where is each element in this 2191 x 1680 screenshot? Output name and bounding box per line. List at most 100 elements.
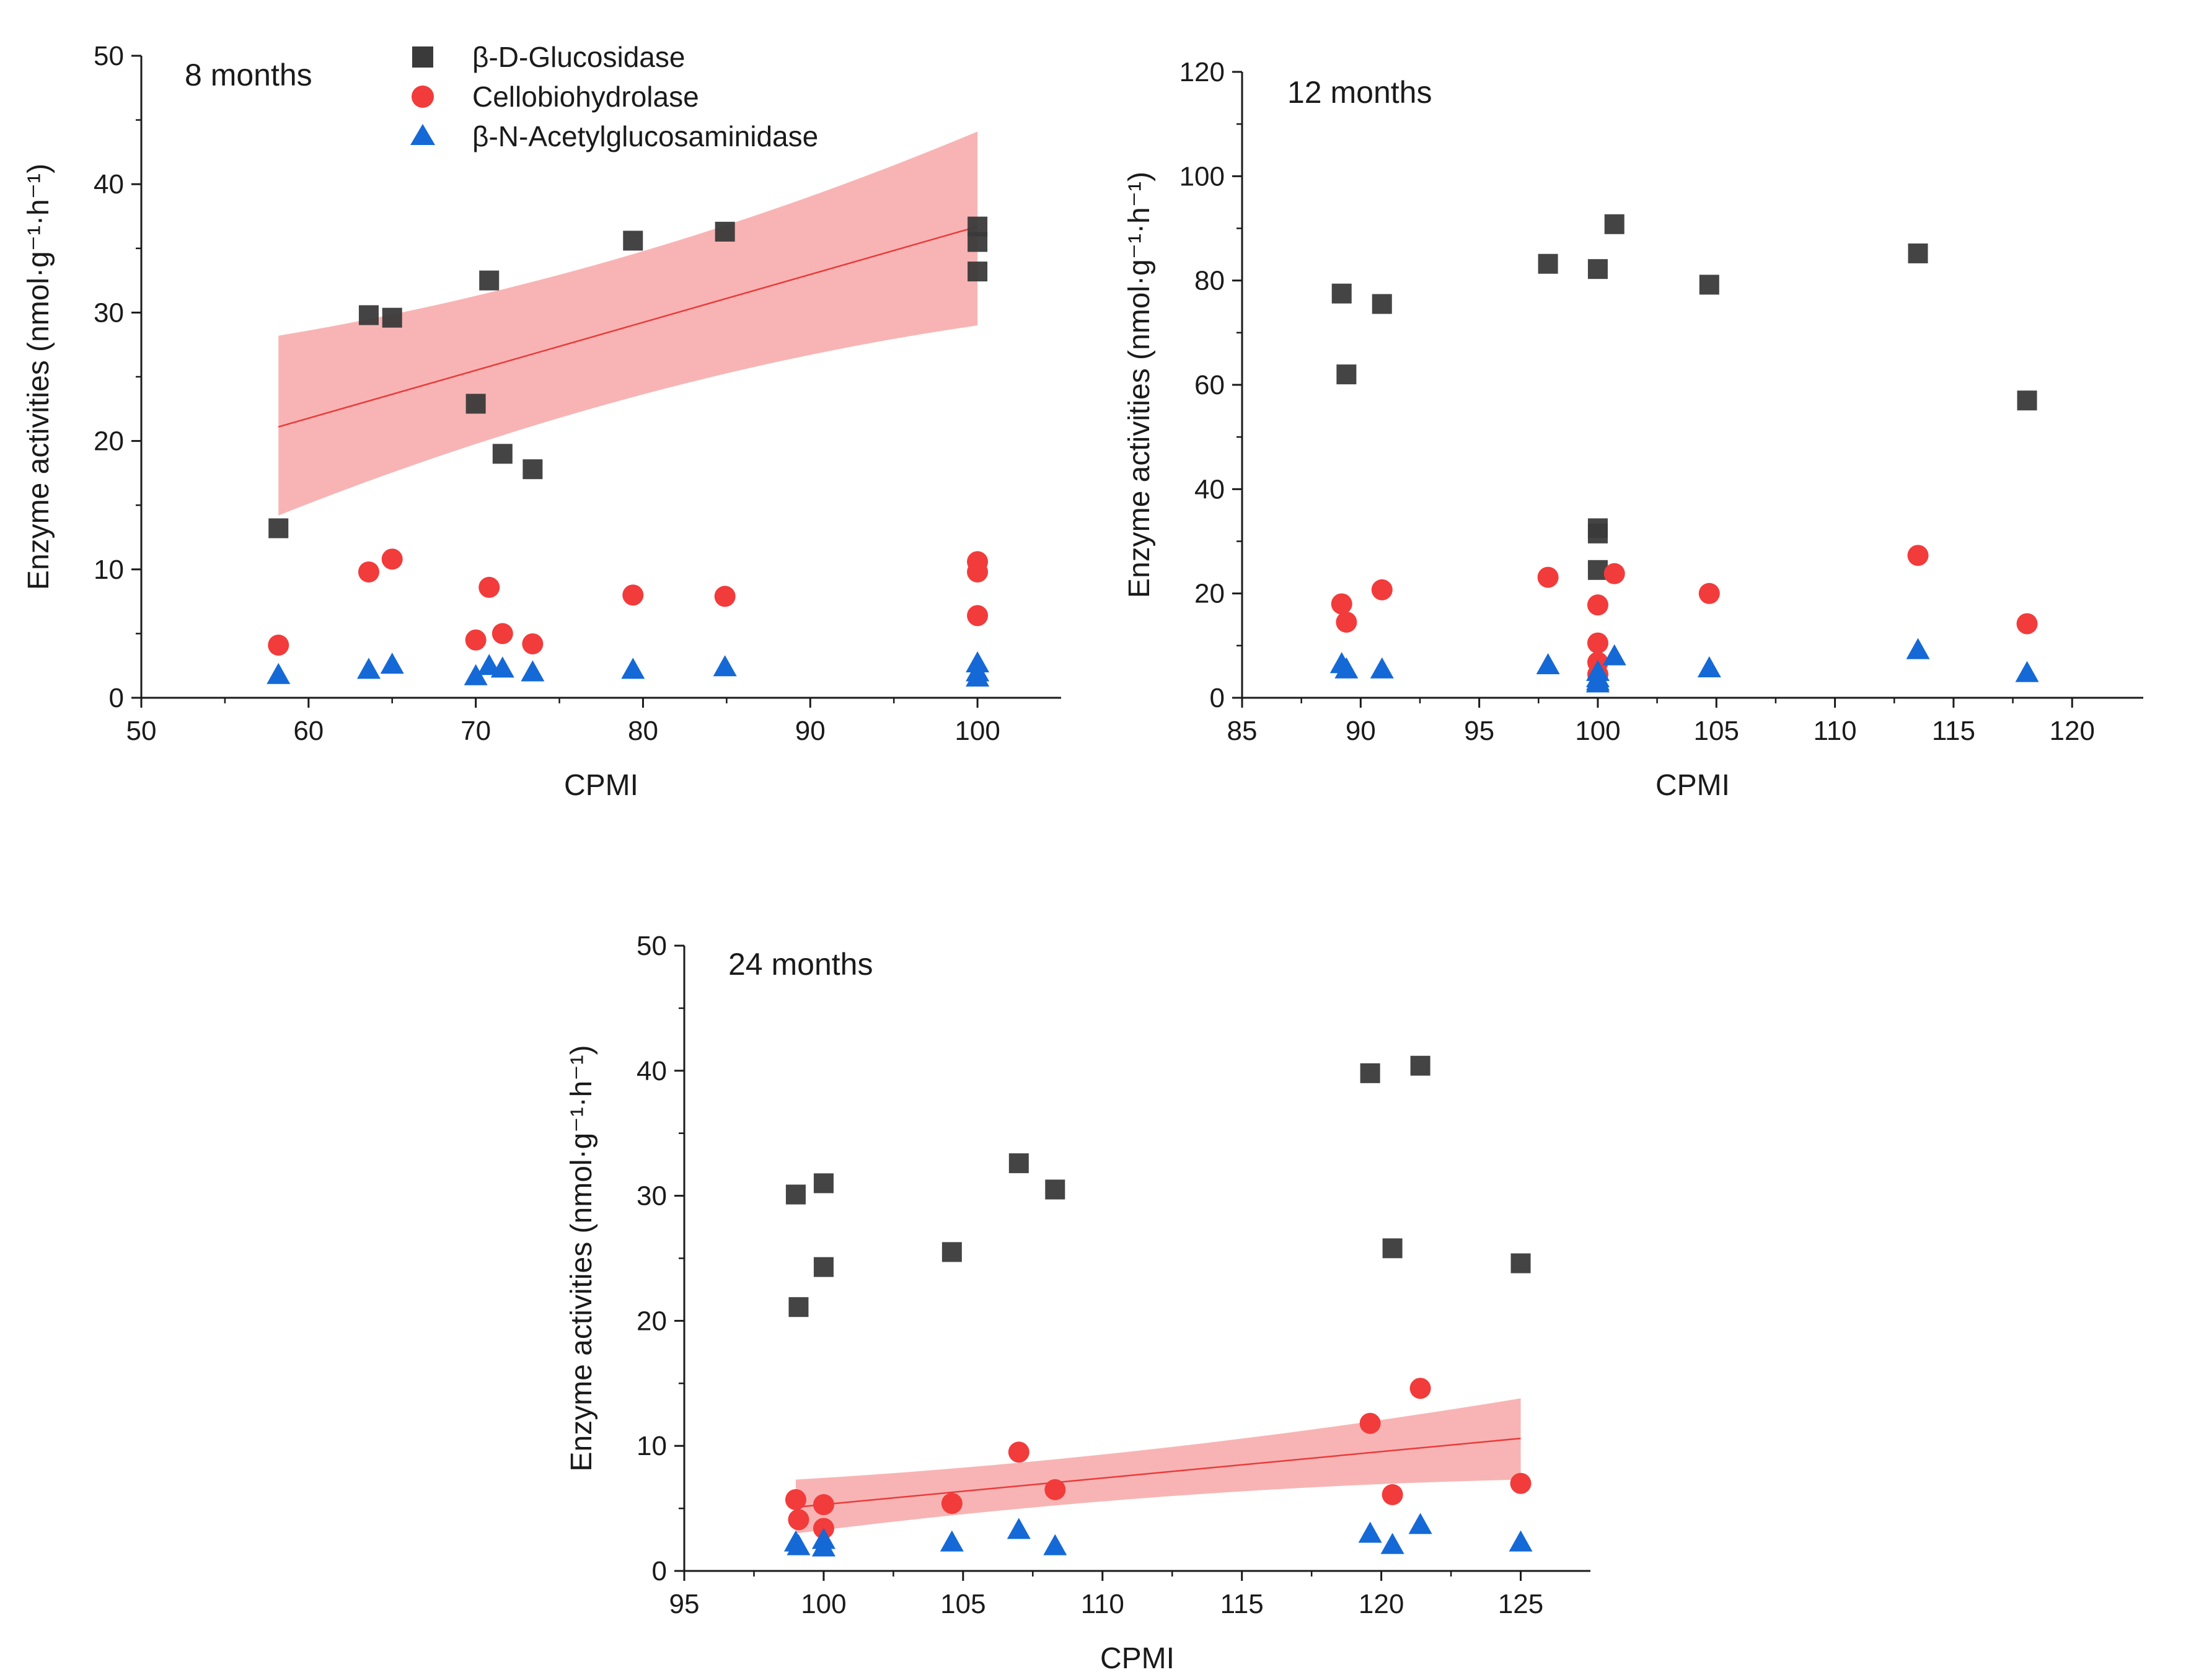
point-glucosidase (1331, 283, 1352, 304)
panel-title: 12 months (1287, 75, 1432, 110)
y-tick-label: 30 (637, 1181, 667, 1212)
point-cellobiohydrolase (1359, 1412, 1381, 1434)
x-tick-label: 115 (1932, 716, 1975, 746)
point-acetylglucosaminidase (1043, 1534, 1067, 1555)
x-tick-label: 125 (1498, 1589, 1543, 1619)
x-tick-label: 100 (1575, 716, 1620, 746)
point-acetylglucosaminidase (811, 1535, 835, 1557)
y-tick-label: 0 (109, 683, 124, 713)
point-acetylglucosaminidase (1334, 657, 1359, 679)
point-glucosidase (358, 305, 379, 325)
point-glucosidase (1382, 1238, 1403, 1259)
point-cellobiohydrolase (1537, 566, 1559, 588)
point-glucosidase (1587, 523, 1608, 543)
x-tick-label: 80 (628, 716, 658, 746)
point-cellobiohydrolase (714, 586, 736, 607)
confidence-band (278, 131, 978, 516)
point-glucosidase (1538, 253, 1558, 274)
y-tick-label: 30 (94, 297, 124, 328)
x-tick-label: 100 (954, 716, 1000, 746)
y-tick-label: 10 (637, 1431, 667, 1461)
x-tick-label: 115 (1220, 1589, 1264, 1619)
point-acetylglucosaminidase (1408, 1513, 1432, 1534)
point-cellobiohydrolase (2016, 613, 2038, 635)
x-tick-label: 70 (461, 716, 491, 746)
x-tick-label: 85 (1227, 716, 1258, 746)
point-acetylglucosaminidase (521, 660, 545, 682)
y-tick-label: 40 (94, 169, 124, 200)
point-glucosidase (382, 307, 402, 328)
regression-line (795, 1437, 1521, 1508)
x-tick-label: 50 (126, 716, 157, 746)
point-acetylglucosaminidase (966, 665, 990, 687)
point-glucosidase (1699, 275, 1719, 295)
point-acetylglucosaminidase (787, 1534, 811, 1555)
point-acetylglucosaminidase (1585, 671, 1610, 693)
point-acetylglucosaminidase (2015, 661, 2039, 682)
point-acetylglucosaminidase (713, 655, 737, 677)
point-cellobiohydrolase (1336, 611, 1357, 633)
point-cellobiohydrolase (1698, 583, 1720, 604)
x-tick-label: 105 (940, 1589, 985, 1619)
point-cellobiohydrolase (967, 561, 989, 583)
legend-label-acetylglucosaminidase: β-N-Acetylglucosaminidase (472, 120, 818, 152)
point-glucosidase (1510, 1253, 1531, 1273)
panel-12-months: 85 90 95 100 105 110 115 120 0 20 40 60 80 100 120 CPMI… (1123, 57, 2143, 802)
point-acetylglucosaminidase (1358, 1521, 1382, 1543)
legend-marker-square-icon (412, 46, 433, 68)
y-tick-label: 50 (94, 41, 124, 71)
point-glucosidase (968, 232, 988, 252)
point-glucosidase (1908, 243, 1928, 263)
y-tick-label: 20 (1194, 579, 1225, 609)
point-acetylglucosaminidase (1370, 657, 1394, 679)
panel-8-months: 50 60 70 80 90 100 0 10 20 30 40 50 CPMI Enzyme activ… (22, 41, 1061, 802)
point-acetylglucosaminidase (380, 653, 404, 674)
point-glucosidase (479, 270, 500, 291)
y-tick-label: 0 (652, 1556, 667, 1586)
x-tick-label: 110 (1081, 1589, 1124, 1619)
y-tick-label: 120 (1179, 57, 1225, 87)
point-cellobiohydrolase (522, 633, 544, 654)
x-tick-label: 95 (1464, 716, 1494, 746)
point-glucosidase (715, 221, 735, 242)
point-glucosidase (623, 231, 643, 251)
point-glucosidase (1410, 1055, 1431, 1076)
point-acetylglucosaminidase (1602, 644, 1626, 666)
y-tick-label: 10 (94, 555, 124, 585)
point-acetylglucosaminidase (1536, 653, 1560, 674)
legend-label-cellobiohydrolase: Cellobiohydrolase (472, 81, 699, 113)
point-acetylglucosaminidase (621, 657, 645, 679)
point-cellobiohydrolase (268, 635, 289, 656)
y-tick-label: 100 (1179, 161, 1225, 191)
point-glucosidase (492, 444, 513, 464)
point-cellobiohydrolase (1409, 1378, 1431, 1399)
point-glucosidase (465, 394, 486, 414)
point-cellobiohydrolase (622, 584, 644, 606)
legend-marker-triangle-icon (410, 124, 435, 145)
point-glucosidase (1360, 1063, 1380, 1083)
y-tick-label: 80 (1194, 266, 1225, 296)
y-tick-label: 20 (637, 1306, 667, 1336)
point-cellobiohydrolase (1382, 1484, 1403, 1505)
y-tick-label: 40 (637, 1056, 667, 1086)
legend-item-acetylglucosaminidase: β-N-Acetylglucosaminidase (410, 120, 818, 152)
point-glucosidase (522, 459, 543, 480)
point-cellobiohydrolase (1371, 579, 1393, 600)
point-cellobiohydrolase (1587, 594, 1608, 616)
y-axis-title: Enzyme activities (nmol·g⁻¹·h⁻¹) (1123, 172, 1156, 598)
point-glucosidase (813, 1173, 834, 1194)
confidence-band (795, 1398, 1521, 1534)
point-glucosidase (1604, 214, 1625, 234)
point-acetylglucosaminidase (1509, 1530, 1533, 1552)
x-tick-label: 100 (801, 1589, 846, 1619)
point-cellobiohydrolase (785, 1489, 806, 1510)
point-acetylglucosaminidase (1697, 656, 1721, 678)
panel-title: 24 months (728, 947, 873, 982)
y-tick-label: 60 (1194, 370, 1225, 400)
point-cellobiohydrolase (478, 576, 500, 598)
point-cellobiohydrolase (465, 629, 487, 651)
point-glucosidase (2017, 390, 2037, 411)
x-tick-label: 110 (1814, 716, 1857, 746)
point-cellobiohydrolase (813, 1494, 834, 1516)
y-tick-label: 40 (1194, 474, 1225, 504)
